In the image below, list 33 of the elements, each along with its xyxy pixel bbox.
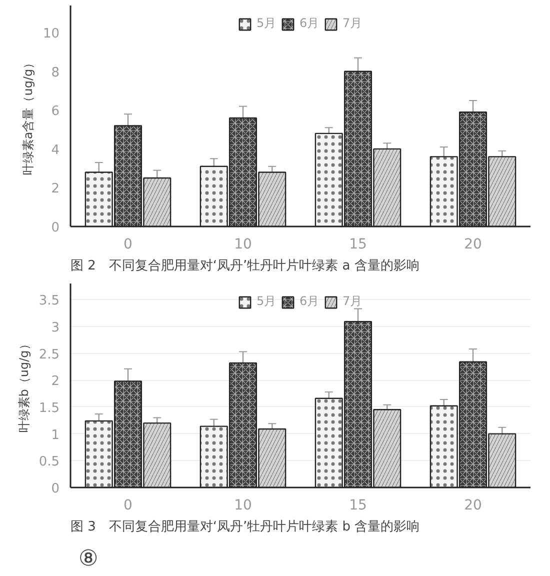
x-tick-label: 0 — [124, 236, 132, 252]
legend-label: 5月 — [256, 15, 276, 32]
legend-label: 6月 — [300, 15, 320, 32]
y-tick-label: 0 — [51, 482, 60, 496]
x-tick-label: 10 — [234, 236, 252, 252]
y-tick-label: 2.5 — [38, 347, 60, 362]
legend-label: 5月 — [256, 293, 276, 310]
y-axis-title: 叶绿素b（ug/g） — [16, 338, 31, 433]
y-tick-label: 3.5 — [38, 294, 60, 309]
y-tick-label: 8 — [51, 65, 60, 80]
legend-label: 7月 — [342, 15, 362, 32]
y-tick-label: 2 — [51, 374, 60, 390]
x-tick-label: 15 — [349, 236, 367, 252]
x-tick-label: 20 — [464, 498, 482, 514]
x-tick-label: 10 — [234, 498, 252, 514]
y-tick-label: 10 — [42, 26, 60, 42]
text: ⑧ — [78, 546, 98, 572]
x-tick-label: 0 — [124, 498, 132, 514]
y-axis-title: 叶绿素a含量（ug/g） — [20, 56, 35, 176]
text: 图 3 不同复合肥用量对‘凤丹’牡丹叶片叶绿素 b 含量的影响 — [70, 520, 420, 534]
y-tick-label: 6 — [51, 104, 60, 120]
x-tick-label: 20 — [464, 236, 482, 252]
y-tick-label: 0 — [51, 220, 60, 236]
legend-label: 6月 — [300, 293, 320, 310]
y-tick-label: 1 — [51, 428, 60, 443]
x-tick-label: 15 — [349, 498, 367, 514]
y-tick-label: 4 — [51, 142, 60, 158]
y-tick-label: 3 — [51, 320, 60, 336]
y-tick-label: 1.5 — [38, 400, 60, 416]
y-tick-label: 0.5 — [38, 454, 60, 470]
y-tick-label: 2 — [51, 182, 60, 197]
legend-label: 7月 — [342, 293, 362, 310]
text: 图 2 不同复合肥用量对‘凤丹’牡丹叶片叶绿素 a 含量的影响 — [70, 258, 420, 274]
